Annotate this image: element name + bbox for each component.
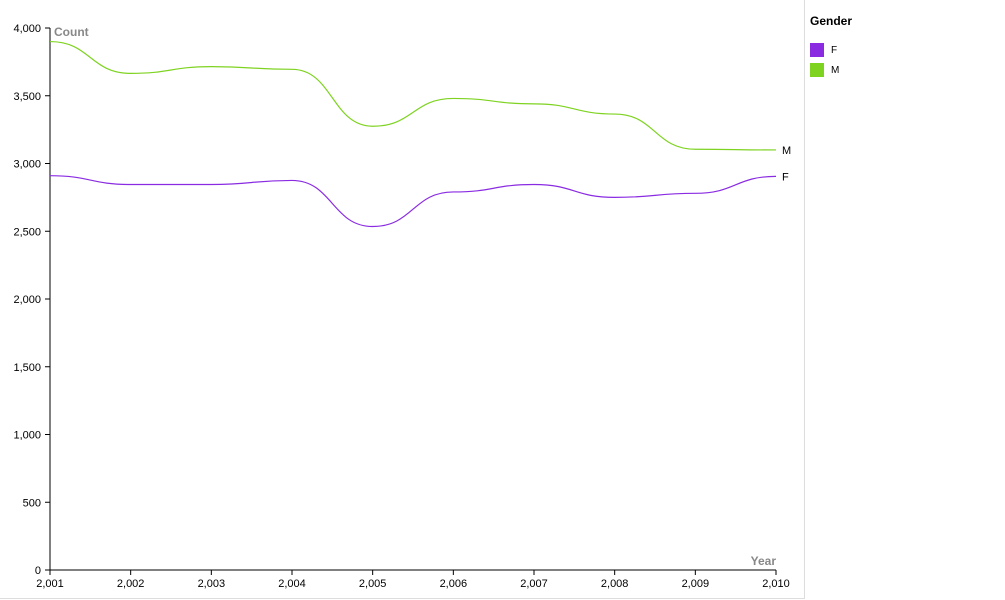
series-end-label-m: M bbox=[782, 145, 791, 157]
x-tick-label: 2,008 bbox=[601, 578, 629, 590]
axes: 0 500 1,000 1,500 2,000 2,500 3,000 3,500 4,000 2… bbox=[13, 23, 789, 590]
series-end-label-f: F bbox=[782, 171, 789, 183]
y-tick-label: 3,500 bbox=[13, 91, 41, 103]
y-tick-label: 1,500 bbox=[13, 362, 41, 374]
legend-title: Gender bbox=[810, 14, 853, 28]
legend-swatch-f bbox=[810, 43, 824, 57]
x-axis-title: Year bbox=[751, 554, 777, 568]
line-chart: 0 500 1,000 1,500 2,000 2,500 3,000 3,500 4,000 2… bbox=[13, 23, 791, 590]
y-tick-label: 2,500 bbox=[13, 226, 41, 238]
x-tick-label: 2,005 bbox=[359, 578, 387, 590]
legend: Gender F M bbox=[810, 14, 852, 80]
y-tick-label: 0 bbox=[35, 565, 41, 577]
x-tick-label: 2,007 bbox=[520, 578, 548, 590]
x-tick-label: 2,010 bbox=[762, 578, 790, 590]
y-tick-label: 1,000 bbox=[13, 430, 41, 442]
y-tick-label: 2,000 bbox=[13, 294, 41, 306]
legend-swatch-m bbox=[810, 63, 824, 77]
legend-label-m: M bbox=[831, 64, 840, 76]
y-tick-label: 500 bbox=[23, 497, 41, 509]
legend-item-f[interactable]: F bbox=[810, 40, 852, 60]
x-tick-label: 2,009 bbox=[682, 578, 710, 590]
series-line-f[interactable] bbox=[49, 175, 777, 228]
x-tick-label: 2,002 bbox=[117, 578, 145, 590]
y-axis-title: Count bbox=[54, 25, 89, 39]
x-tick-label: 2,001 bbox=[36, 578, 64, 590]
series-layer: FM bbox=[49, 40, 791, 228]
chart-panel: 0 500 1,000 1,500 2,000 2,500 3,000 3,500 4,000 2… bbox=[0, 0, 805, 599]
y-tick-label: 4,000 bbox=[13, 23, 41, 35]
x-tick-label: 2,003 bbox=[198, 578, 226, 590]
series-line-m[interactable] bbox=[49, 40, 777, 151]
legend-label-f: F bbox=[831, 44, 838, 56]
x-tick-label: 2,004 bbox=[278, 578, 306, 590]
x-tick-label: 2,006 bbox=[440, 578, 468, 590]
y-tick-label: 3,000 bbox=[13, 159, 41, 171]
legend-item-m[interactable]: M bbox=[810, 60, 852, 80]
